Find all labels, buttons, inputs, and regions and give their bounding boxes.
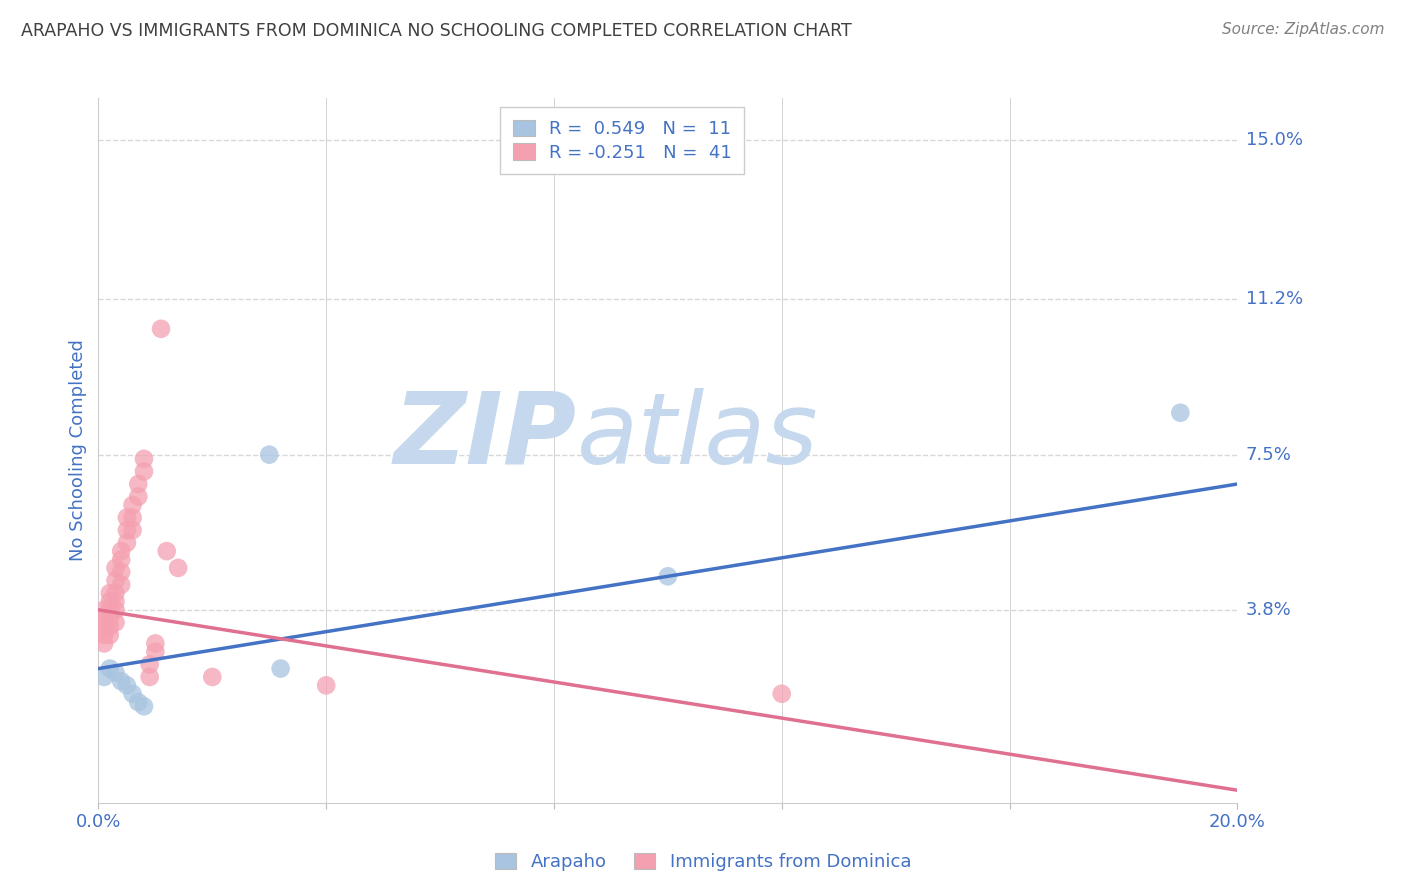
- Text: 3.8%: 3.8%: [1246, 601, 1291, 619]
- Point: [121, 498, 143, 512]
- Point: [127, 477, 149, 491]
- Point: [115, 678, 138, 692]
- Point: [115, 523, 138, 537]
- Point: [104, 561, 127, 575]
- Point: [115, 510, 138, 524]
- Text: Source: ZipAtlas.com: Source: ZipAtlas.com: [1222, 22, 1385, 37]
- Point: [93, 619, 115, 633]
- Point: [93, 603, 115, 617]
- Point: [167, 561, 190, 575]
- Legend: Arapaho, Immigrants from Dominica: Arapaho, Immigrants from Dominica: [488, 846, 918, 879]
- Point: [110, 674, 132, 689]
- Point: [93, 636, 115, 650]
- Point: [201, 670, 224, 684]
- Point: [104, 586, 127, 600]
- Point: [259, 448, 281, 462]
- Point: [104, 594, 127, 608]
- Point: [657, 569, 679, 583]
- Point: [93, 670, 115, 684]
- Point: [104, 615, 127, 630]
- Point: [104, 574, 127, 588]
- Point: [150, 322, 173, 336]
- Point: [1170, 406, 1192, 420]
- Point: [110, 565, 132, 579]
- Point: [121, 523, 143, 537]
- Point: [156, 544, 179, 558]
- Text: 11.2%: 11.2%: [1246, 291, 1303, 309]
- Point: [98, 628, 121, 642]
- Point: [98, 619, 121, 633]
- Point: [121, 687, 143, 701]
- Text: ARAPAHO VS IMMIGRANTS FROM DOMINICA NO SCHOOLING COMPLETED CORRELATION CHART: ARAPAHO VS IMMIGRANTS FROM DOMINICA NO S…: [21, 22, 852, 40]
- Point: [110, 544, 132, 558]
- Point: [98, 603, 121, 617]
- Point: [110, 552, 132, 566]
- Text: atlas: atlas: [576, 388, 818, 485]
- Point: [138, 657, 160, 672]
- Point: [127, 490, 149, 504]
- Point: [115, 535, 138, 549]
- Point: [145, 636, 167, 650]
- Text: 15.0%: 15.0%: [1246, 131, 1302, 149]
- Point: [93, 611, 115, 625]
- Point: [270, 662, 292, 676]
- Text: ZIP: ZIP: [394, 388, 576, 485]
- Point: [93, 628, 115, 642]
- Point: [98, 662, 121, 676]
- Point: [770, 687, 793, 701]
- Point: [121, 510, 143, 524]
- Point: [138, 670, 160, 684]
- Point: [98, 594, 121, 608]
- Point: [132, 465, 155, 479]
- Y-axis label: No Schooling Completed: No Schooling Completed: [69, 340, 87, 561]
- Text: 7.5%: 7.5%: [1246, 446, 1292, 464]
- Point: [132, 699, 155, 714]
- Point: [104, 665, 127, 680]
- Point: [132, 451, 155, 466]
- Point: [145, 645, 167, 659]
- Point: [104, 603, 127, 617]
- Point: [127, 695, 149, 709]
- Point: [110, 577, 132, 591]
- Point: [98, 586, 121, 600]
- Point: [315, 678, 337, 692]
- Legend: R =  0.549   N =  11, R = -0.251   N =  41: R = 0.549 N = 11, R = -0.251 N = 41: [501, 107, 744, 174]
- Point: [98, 611, 121, 625]
